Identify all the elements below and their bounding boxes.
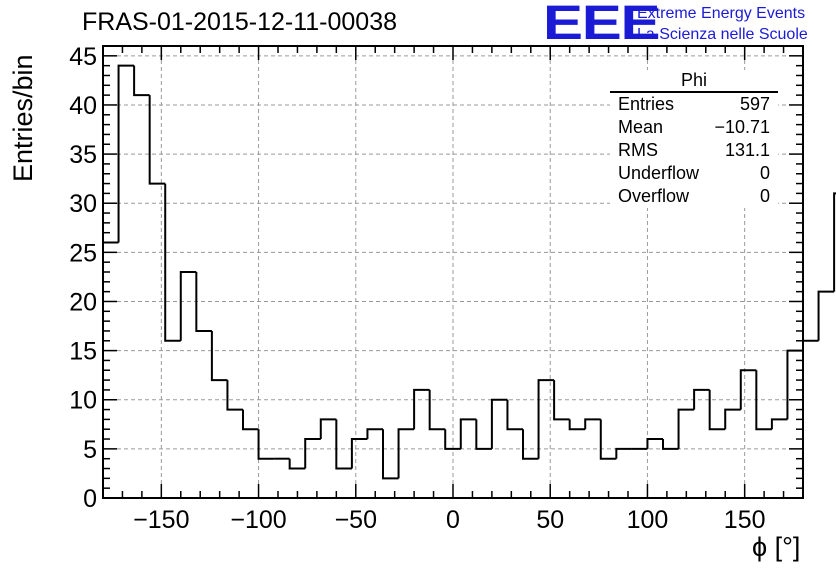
- chart-title: FRAS-01-2015-12-11-00038: [82, 8, 398, 36]
- histogram-bin: [817, 290, 835, 341]
- brand-line-1: Extreme Energy Events: [637, 5, 806, 22]
- stats-value: 0: [759, 186, 770, 206]
- histogram-bin: [662, 439, 679, 450]
- y-tick-label: 45: [69, 43, 97, 71]
- y-tick-label: 15: [69, 338, 97, 366]
- histogram-bin: [770, 418, 788, 430]
- histogram-bin: [522, 429, 539, 460]
- stats-label: Mean: [618, 117, 664, 137]
- brand-text: Extreme Energy Events La Scienza nelle S…: [637, 3, 808, 45]
- histogram-bin: [179, 271, 197, 341]
- histogram-bin: [833, 192, 836, 292]
- y-tick-label: 5: [83, 436, 97, 464]
- y-tick-label: 10: [69, 387, 97, 415]
- y-tick-label: 40: [69, 92, 97, 120]
- histogram-bin: [568, 419, 586, 431]
- histogram-bin: [490, 398, 508, 449]
- stats-row-overflow: Overflow 0: [610, 185, 778, 208]
- y-tick-label: 35: [69, 141, 97, 169]
- histogram-bin: [148, 95, 166, 185]
- histogram-bin: [599, 419, 617, 460]
- stats-label: RMS: [618, 140, 658, 160]
- x-axis-label: ϕ [°]: [752, 532, 801, 562]
- stats-label: Underflow: [618, 163, 700, 183]
- stats-value: 597: [739, 94, 770, 114]
- stats-row-entries: Entries 597: [610, 93, 778, 116]
- histogram-bin: [226, 380, 243, 411]
- brand-line-2: La Scienza nelle Scuole: [637, 26, 808, 43]
- histogram-bin: [755, 370, 772, 431]
- stats-value: 0: [759, 163, 770, 183]
- histogram-bin: [459, 418, 477, 449]
- y-tick-label: 0: [83, 485, 97, 513]
- stats-title: Phi: [610, 70, 778, 93]
- y-tick-label: 30: [69, 190, 97, 218]
- stats-value: 131.1: [724, 140, 770, 160]
- x-tick-label: −150: [133, 506, 189, 534]
- histogram-bin: [584, 418, 601, 430]
- histogram-bin: [319, 418, 337, 440]
- histogram-bin: [413, 388, 430, 430]
- histogram-bin: [304, 438, 321, 469]
- stats-label: Overflow: [618, 186, 690, 206]
- histogram-bin: [210, 330, 228, 382]
- eee-logo: EEE: [543, 0, 661, 50]
- stats-row-underflow: Underflow 0: [610, 162, 778, 185]
- histogram-bin: [242, 409, 259, 431]
- stats-value: −10.71: [714, 117, 770, 137]
- histogram-bin: [444, 429, 461, 450]
- histogram-bin: [537, 379, 555, 459]
- histogram-bin: [164, 183, 181, 342]
- histogram-bin: [335, 419, 352, 470]
- histogram-bin: [288, 458, 306, 470]
- x-tick-label: −50: [335, 506, 377, 534]
- histogram-bin: [133, 65, 150, 97]
- tick-labels: −150 −100 −50 0 50 100 150 0 5 10 15 20 25 30 35 40 45: [69, 43, 765, 534]
- x-tick-label: 0: [446, 506, 460, 534]
- histogram-bin: [397, 428, 415, 479]
- stats-row-mean: Mean −10.71: [610, 116, 778, 139]
- histogram-bin: [366, 428, 383, 440]
- x-tick-label: −100: [230, 506, 286, 534]
- histogram-series: [102, 64, 836, 498]
- axes: [102, 45, 804, 499]
- histogram-bin: [506, 399, 523, 431]
- histogram-bin: [677, 408, 695, 449]
- y-tick-label: 25: [69, 239, 97, 267]
- histogram-bin: [724, 408, 741, 430]
- histogram-bin: [428, 389, 446, 431]
- y-tick-label: 20: [69, 288, 97, 316]
- histogram-bin: [553, 380, 570, 421]
- histogram-bin: [350, 438, 368, 469]
- histogram-bin: [195, 272, 212, 332]
- x-tick-label: 50: [536, 506, 564, 534]
- stats-box: Phi Entries 597 Mean −10.71 RMS 131.1 Un…: [610, 70, 778, 208]
- histogram-bin: [117, 64, 135, 243]
- histogram-bin: [475, 419, 492, 450]
- histogram-bin: [382, 429, 399, 480]
- histogram-bin: [708, 389, 726, 431]
- histogram-bin: [693, 388, 710, 410]
- y-axis-label: Entries/bin: [8, 54, 38, 182]
- histogram-bin: [615, 447, 632, 459]
- x-tick-label: 100: [627, 506, 669, 534]
- stats-row-rms: RMS 131.1: [610, 139, 778, 162]
- stats-label: Entries: [618, 94, 675, 114]
- histogram-bin: [802, 339, 819, 351]
- x-tick-label: 150: [724, 506, 766, 534]
- histogram-bin: [739, 369, 757, 410]
- histogram-bin: [257, 429, 275, 460]
- histogram-bin: [646, 438, 663, 449]
